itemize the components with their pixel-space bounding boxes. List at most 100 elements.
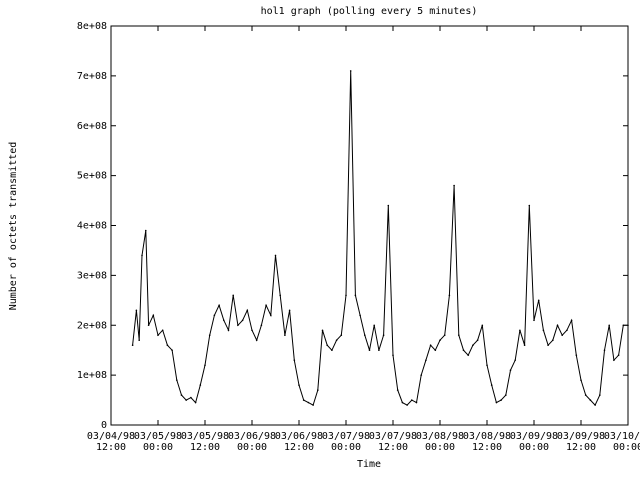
data-point — [335, 339, 338, 342]
data-point — [326, 344, 329, 347]
x-tick-label-time: 12:00 — [284, 442, 314, 453]
data-point — [138, 339, 140, 342]
data-point — [359, 314, 361, 317]
y-tick-label: 7e+08 — [77, 71, 107, 82]
x-tick-label-time: 12:00 — [566, 442, 596, 453]
data-point — [453, 184, 455, 187]
data-point — [180, 394, 183, 396]
data-point — [603, 349, 606, 351]
data-point — [293, 359, 296, 361]
y-tick-label: 4e+08 — [77, 221, 107, 232]
data-point — [279, 294, 282, 297]
data-point — [533, 319, 535, 322]
y-tick-label: 0 — [101, 420, 107, 431]
x-tick-label-date: 03/09/98 — [557, 431, 605, 442]
data-point — [302, 399, 305, 401]
data-point — [251, 329, 253, 332]
data-point — [401, 401, 404, 404]
series-line — [132, 70, 628, 406]
data-point — [613, 359, 615, 361]
x-tick-label-date: 03/10/98 — [604, 431, 640, 442]
data-point — [373, 324, 376, 327]
x-tick-label-time: 00:00 — [425, 442, 455, 453]
data-point — [204, 364, 206, 366]
data-point — [570, 319, 573, 322]
data-point — [284, 334, 286, 337]
data-point — [241, 319, 244, 322]
data-point — [443, 334, 446, 337]
data-point — [599, 394, 601, 396]
data-point — [396, 389, 399, 391]
x-tick-label-date: 03/08/98 — [463, 431, 511, 442]
data-point — [387, 204, 390, 207]
data-point — [157, 334, 159, 337]
x-tick-label-time: 12:00 — [190, 442, 220, 453]
data-point — [141, 254, 143, 257]
data-point — [415, 401, 418, 404]
axis-ticks — [110, 25, 629, 426]
data-point — [429, 344, 432, 347]
data-point — [331, 349, 333, 351]
data-point — [288, 309, 291, 312]
data-point — [349, 70, 352, 72]
data-point — [537, 299, 540, 302]
data-point — [213, 314, 216, 317]
data-point — [500, 399, 502, 401]
data-point — [519, 329, 521, 332]
data-point — [514, 359, 516, 361]
data-point — [509, 369, 512, 371]
data-point — [490, 384, 493, 386]
data-point — [481, 324, 484, 327]
data-point — [260, 324, 263, 327]
data-point — [166, 344, 169, 347]
data-point — [171, 349, 173, 351]
data-point — [317, 389, 319, 391]
data-point — [382, 334, 385, 337]
data-point — [208, 334, 211, 337]
data-point — [584, 394, 587, 396]
data-point — [147, 324, 150, 327]
data-point — [434, 349, 437, 351]
data-point — [227, 329, 230, 332]
data-point — [255, 339, 258, 342]
x-tick-label-date: 03/07/98 — [369, 431, 417, 442]
data-point — [312, 404, 314, 406]
x-tick-label-date: 03/09/98 — [510, 431, 558, 442]
data-point — [345, 294, 347, 297]
data-point — [425, 359, 427, 361]
x-tick-label-date: 03/04/98 — [87, 431, 135, 442]
data-point — [589, 399, 592, 401]
data-point — [467, 354, 470, 356]
x-tick-label-date: 03/05/98 — [181, 431, 229, 442]
y-tick-label: 5e+08 — [77, 171, 107, 182]
x-tick-label-date: 03/06/98 — [275, 431, 323, 442]
data-point — [246, 309, 249, 312]
x-tick-label-date: 03/06/98 — [228, 431, 276, 442]
data-point — [176, 379, 178, 381]
data-point — [368, 349, 371, 351]
data-point — [237, 324, 239, 327]
data-point — [556, 324, 559, 327]
x-tick-label-date: 03/05/98 — [134, 431, 182, 442]
data-point — [340, 334, 343, 337]
data-point — [523, 344, 526, 347]
data-point — [547, 344, 549, 347]
data-point — [462, 349, 465, 351]
data-point — [152, 314, 155, 317]
x-tick-label-date: 03/08/98 — [416, 431, 464, 442]
data-point — [420, 374, 423, 376]
data-point — [354, 294, 357, 297]
data-point — [542, 329, 545, 332]
data-point — [364, 334, 366, 337]
x-tick-label-time: 00:00 — [613, 442, 640, 453]
data-point — [580, 379, 582, 381]
data-point — [594, 404, 596, 406]
data-point — [617, 354, 620, 356]
y-tick-label: 8e+08 — [77, 21, 107, 32]
data-point — [218, 304, 220, 307]
data-point — [194, 401, 197, 404]
data-point — [627, 324, 629, 327]
series-layer — [131, 70, 629, 406]
data-point — [566, 329, 568, 332]
